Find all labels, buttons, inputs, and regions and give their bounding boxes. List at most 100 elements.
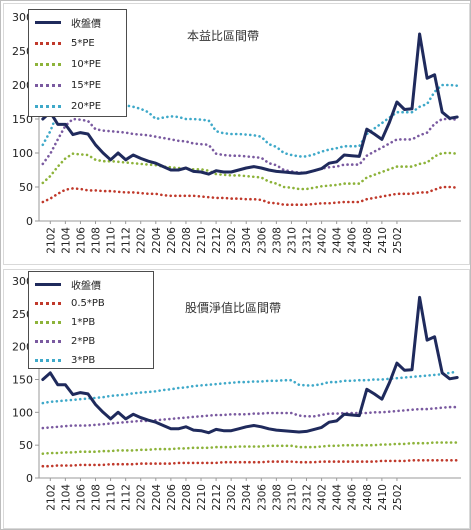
y-tick-label: 150: [12, 374, 33, 387]
x-tick-label: 2402: [317, 484, 329, 511]
legend-item: 1*PB: [35, 315, 95, 329]
x-tick-label: 2104: [60, 484, 72, 511]
x-tick-label: 2310: [286, 484, 298, 511]
pe-band-chart: 0 50 100 150 200 250 300 2102 2104 2106 2108 2110 21…: [3, 3, 470, 265]
x-tick-label: 2106: [75, 484, 87, 511]
legend-label: 1*PB: [71, 316, 96, 328]
y-tick-label: 250: [12, 45, 33, 58]
series-line: [41, 117, 459, 174]
series-line: [41, 405, 459, 430]
legend-item: 5*PE: [35, 36, 95, 50]
legend-swatch: [35, 339, 61, 343]
x-tick-label: 2204: [151, 484, 163, 511]
series-line: [41, 151, 459, 191]
y-tick-label: 200: [12, 79, 33, 92]
x-tick-label: 2310: [286, 227, 298, 254]
x-tick-label: 2410: [377, 484, 389, 511]
y-tick-label: 200: [12, 341, 33, 354]
x-tick-label: 2406: [347, 227, 359, 254]
x-tick-label: 2106: [75, 227, 87, 254]
x-tick-label: 2404: [332, 484, 344, 511]
legend-swatch: [35, 20, 61, 24]
x-tick-label: 2112: [121, 227, 133, 254]
legend-label: 15*PE: [71, 79, 102, 91]
x-tick-label: 2210: [196, 227, 208, 254]
chart-legend: 收盤價 5*PE 10*PE 15*PE 20*PE: [28, 9, 127, 117]
x-tick-label: 2408: [362, 484, 374, 511]
x-tick-label: 2108: [91, 227, 103, 254]
legend-label: 2*PB: [71, 335, 96, 347]
y-tick-label: 0: [26, 215, 33, 228]
pe-band-chart-svg: 0 50 100 150 200 250 300 2102 2104 2106 2108 2110 21…: [12, 11, 461, 254]
x-tick-label: 2206: [166, 227, 178, 254]
x-tick-label: 2312: [302, 227, 314, 254]
legend-item: 0.5*PB: [35, 296, 105, 310]
pb-band-chart: 0 50 100 150 200 250 300 2102 2104 2106 2108 2110 21…: [3, 269, 470, 529]
series-line: [41, 295, 459, 435]
x-tick-label: 2202: [136, 484, 148, 511]
chart-title: 股價淨值比區間帶: [185, 301, 282, 315]
legend-swatch: [35, 358, 61, 362]
series-line: [41, 185, 459, 206]
legend-label: 0.5*PB: [71, 297, 105, 309]
x-tick-label: 2208: [181, 484, 193, 511]
chart-legend: 收盤價 0.5*PB 1*PB 2*PB 3*PB: [28, 271, 154, 369]
legend-swatch: [35, 104, 61, 108]
legend-item: 收盤價: [35, 15, 101, 30]
legend-swatch: [35, 320, 61, 324]
y-tick-label: 250: [12, 308, 33, 321]
legend-label: 收盤價: [71, 18, 101, 30]
series-line: [41, 32, 459, 176]
x-tick-label: 2306: [256, 484, 268, 511]
y-tick-label: 100: [12, 406, 33, 419]
chart-title: 本益比區間帶: [187, 29, 260, 43]
x-tick-label: 2304: [241, 484, 253, 511]
x-tick-label: 2402: [317, 227, 329, 254]
legend-swatch: [35, 41, 61, 45]
legend-label: 10*PE: [71, 58, 102, 70]
x-tick-label: 2406: [347, 484, 359, 511]
y-tick-label: 100: [12, 147, 33, 160]
x-tick-label: 2210: [196, 484, 208, 511]
y-tick-label: 150: [12, 113, 33, 126]
x-tick-label: 2208: [181, 227, 193, 254]
legend-item: 3*PB: [35, 353, 95, 367]
legend-item: 收盤價: [35, 277, 101, 292]
y-tick-label: 300: [12, 11, 33, 24]
x-tick-label: 2306: [256, 227, 268, 254]
y-tick-label: 50: [19, 439, 33, 452]
legend-label: 收盤價: [71, 280, 101, 292]
x-tick-label: 2110: [106, 484, 118, 511]
legend-swatch: [35, 62, 61, 66]
legend-item: 10*PE: [35, 57, 101, 71]
series-line: [41, 459, 459, 468]
x-tick-label: 2302: [226, 227, 238, 254]
x-tick-label: 2308: [271, 227, 283, 254]
legend-label: 5*PE: [71, 37, 95, 49]
x-tick-label: 2102: [45, 227, 57, 254]
x-tick-label: 2206: [166, 484, 178, 511]
x-tick-label: 2104: [60, 227, 72, 254]
x-tick-label: 2212: [211, 227, 223, 254]
x-tick-label: 2408: [362, 227, 374, 254]
y-tick-label: 300: [12, 275, 33, 288]
x-tick-label: 2304: [241, 227, 253, 254]
x-tick-label: 2204: [151, 227, 163, 254]
x-tick-label: 2202: [136, 227, 148, 254]
legend-label: 3*PB: [71, 354, 96, 366]
legend-item: 20*PE: [35, 99, 101, 113]
x-tick-label: 2112: [121, 484, 133, 511]
x-tick-label: 2410: [377, 227, 389, 254]
x-tick-label: 2404: [332, 227, 344, 254]
x-tick-label: 2102: [45, 484, 57, 511]
y-tick-label: 0: [26, 472, 33, 485]
y-tick-label: 50: [19, 181, 33, 194]
x-tick-label: 2308: [271, 484, 283, 511]
series-line: [41, 441, 459, 455]
legend-swatch: [35, 83, 61, 87]
legend-swatch: [35, 301, 61, 305]
series-line: [41, 83, 459, 158]
series-line: [41, 370, 459, 405]
x-tick-label: 2502: [392, 484, 404, 511]
